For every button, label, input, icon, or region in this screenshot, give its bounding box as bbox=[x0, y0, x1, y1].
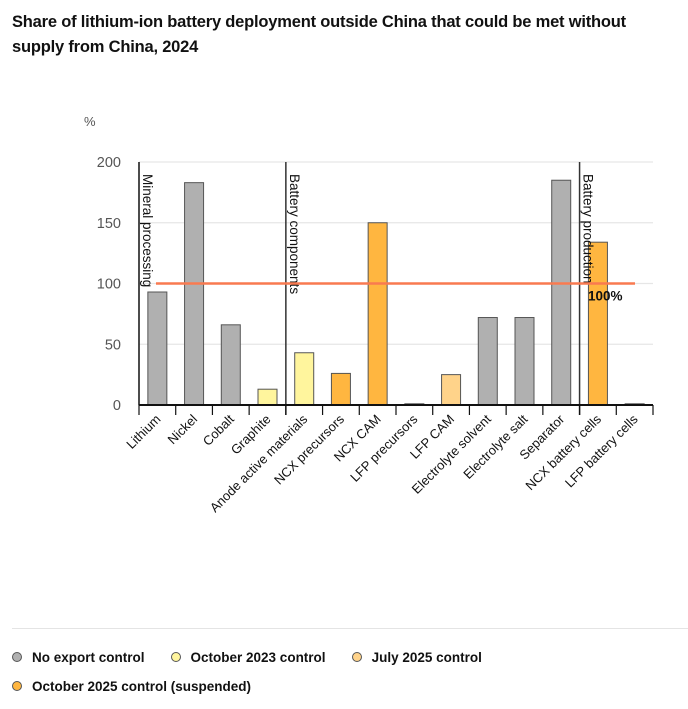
legend-item[interactable]: No export control bbox=[12, 648, 145, 666]
legend-label: October 2023 control bbox=[190, 649, 326, 665]
legend-label: No export control bbox=[32, 649, 145, 665]
section-dividers: Mineral processing Battery components Batt… bbox=[140, 162, 596, 415]
bar-anode-active-materials[interactable] bbox=[294, 352, 315, 406]
reference-line-group: 100% bbox=[156, 282, 635, 304]
legend-swatch-icon bbox=[351, 652, 362, 662]
bar-electrolyte-solvent[interactable] bbox=[477, 317, 498, 406]
y-axis-unit-label: % bbox=[84, 114, 96, 129]
y-tick-label: 0 bbox=[113, 398, 121, 414]
y-tick-label: 150 bbox=[97, 216, 121, 232]
legend-label: October 2025 control (suspended) bbox=[32, 678, 252, 694]
bar-graphite[interactable] bbox=[257, 388, 278, 406]
legend-swatch-icon bbox=[170, 652, 181, 662]
x-tick-label: Nickel bbox=[165, 411, 201, 447]
bar-nickel[interactable] bbox=[184, 182, 205, 406]
bars bbox=[147, 179, 645, 406]
y-tick-label: 50 bbox=[105, 337, 121, 353]
legend-swatch-icon bbox=[12, 681, 22, 691]
bar-cobalt[interactable] bbox=[220, 324, 241, 406]
legend-item[interactable]: October 2025 control (suspended) bbox=[12, 677, 251, 695]
legend-item[interactable]: July 2025 control bbox=[351, 648, 482, 666]
legend-swatch-icon bbox=[12, 652, 22, 662]
section-label: Mineral processing bbox=[140, 174, 155, 287]
bar-separator[interactable] bbox=[551, 179, 572, 406]
legend-divider bbox=[12, 628, 688, 629]
legend-label: July 2025 control bbox=[371, 649, 482, 665]
section-label: Battery components bbox=[287, 174, 302, 294]
x-axis bbox=[138, 404, 654, 415]
bar-chart: % 0 50 100 150 200 Mineral processing Battery… bbox=[84, 114, 654, 515]
bar-lfp-cam[interactable] bbox=[441, 374, 462, 406]
legend: No export control October 2023 control Jul… bbox=[12, 648, 682, 706]
y-tick-label: 100 bbox=[97, 277, 121, 293]
bar-electrolyte-salt[interactable] bbox=[514, 317, 535, 406]
y-tick-label: 200 bbox=[97, 155, 121, 171]
section-label: Battery production bbox=[581, 174, 596, 284]
bar-lithium[interactable] bbox=[147, 291, 168, 406]
bar-ncx-cam[interactable] bbox=[367, 222, 388, 406]
legend-item[interactable]: October 2023 control bbox=[170, 648, 326, 666]
chart-title: Share of lithium-ion battery deployment … bbox=[12, 13, 626, 56]
y-axis-ticks: 0 50 100 150 200 bbox=[97, 155, 121, 414]
reference-line-label: 100% bbox=[588, 289, 623, 304]
x-tick-label: Lithium bbox=[123, 412, 163, 452]
bar-ncx-precursors[interactable] bbox=[330, 372, 351, 406]
